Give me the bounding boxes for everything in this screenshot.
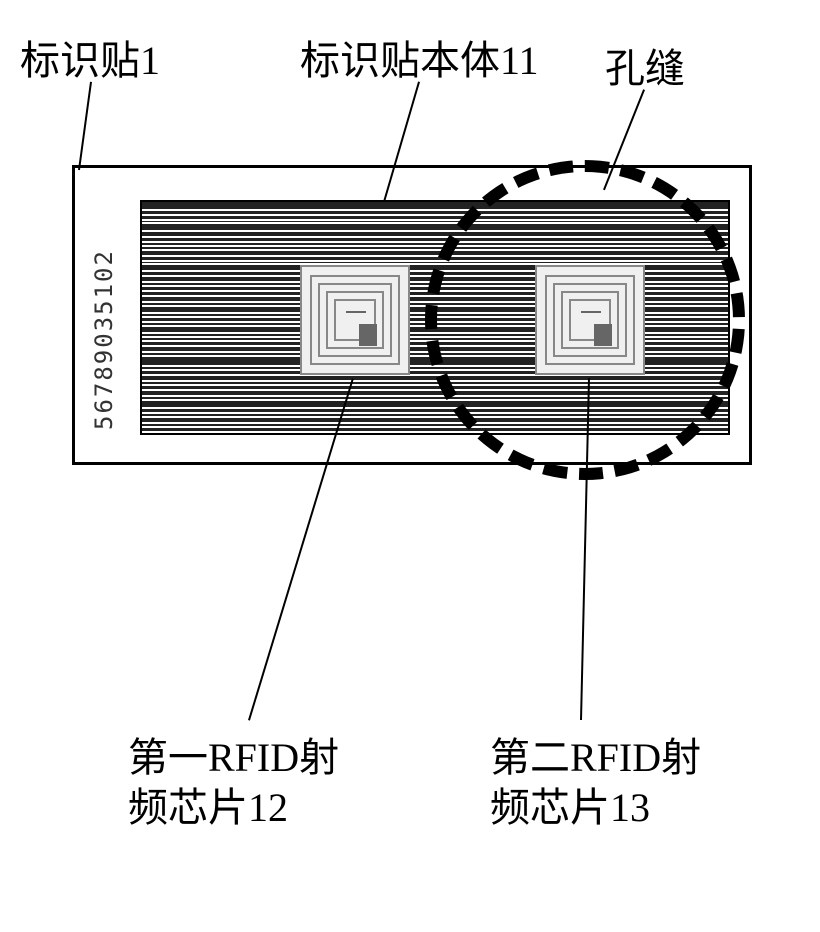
rfid-chip-1 [300, 265, 410, 375]
leader-line [78, 82, 92, 170]
label-chip2-line2: 频芯片13 [490, 775, 650, 833]
barcode-number: 56789035102 [90, 205, 118, 430]
chip-die [359, 324, 377, 346]
chip-wire [346, 311, 366, 313]
label-hole-slit: 孔缝 [605, 36, 685, 94]
diagram-canvas: 标识贴1 标识贴本体11 孔缝 56789035102 第一RFID射 频芯片1… [0, 0, 820, 932]
label-sticker-body: 标识贴本体11 [300, 28, 539, 86]
label-sticker-1: 标识贴1 [20, 28, 160, 86]
dashed-circle [425, 160, 745, 480]
label-chip1-line2: 频芯片12 [128, 775, 288, 833]
